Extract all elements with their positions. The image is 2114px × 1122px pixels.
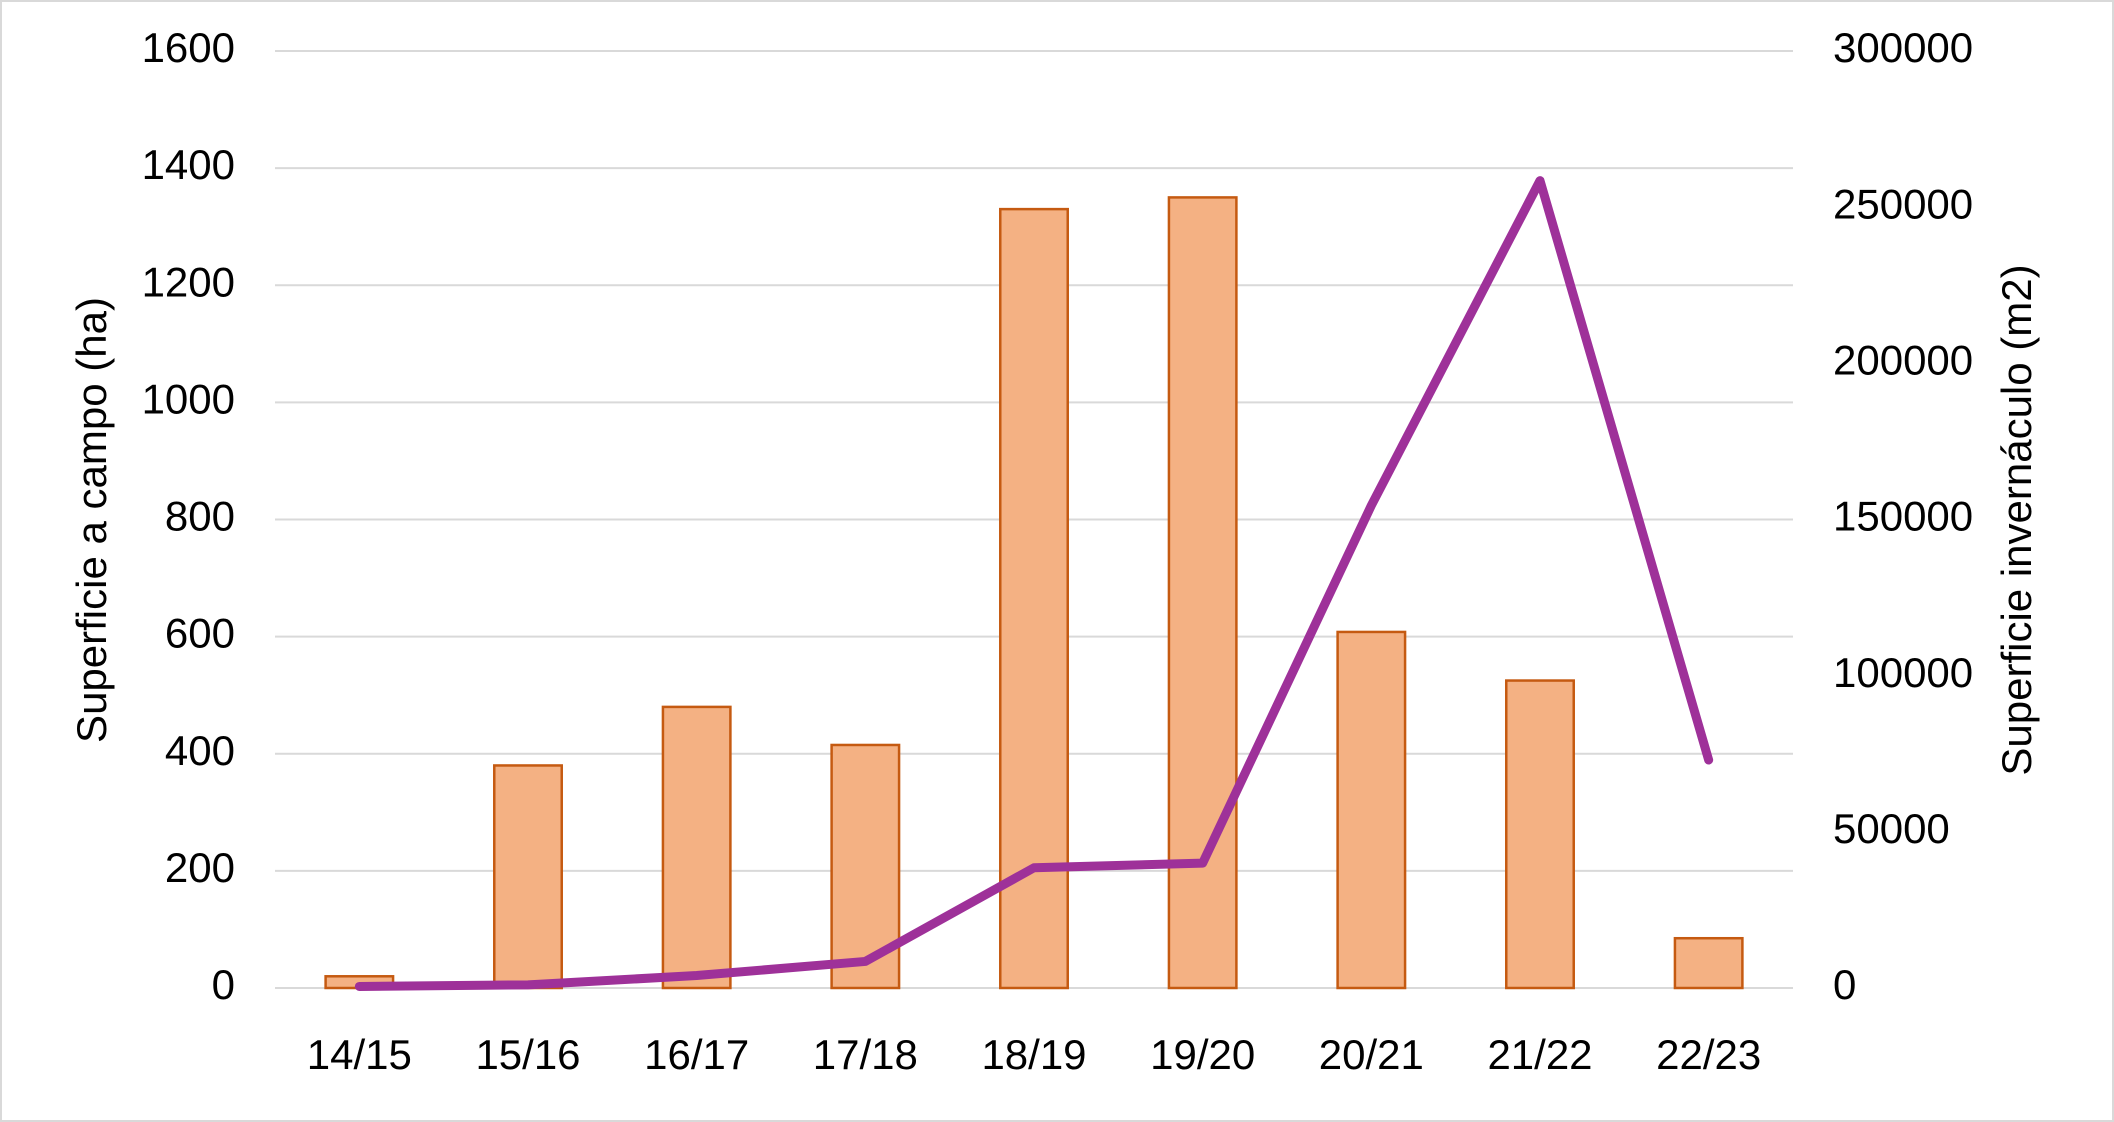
bar: [999, 207, 1069, 990]
y2-tick-label: 250000: [1833, 180, 1973, 227]
x-tick-label: 16/17: [644, 1031, 749, 1078]
x-tick-label: 20/21: [1319, 1031, 1424, 1078]
x-tick-label: 19/20: [1150, 1031, 1255, 1078]
bar: [1167, 196, 1238, 990]
y2-axis-title: Superficie invernáculo (m2): [1993, 264, 2040, 775]
bar: [1336, 630, 1407, 990]
y-tick-label: 1000: [142, 375, 235, 422]
x-tick-label: 18/19: [981, 1031, 1086, 1078]
y-tick-label: 1400: [142, 141, 235, 188]
y2-tick-label: 200000: [1833, 336, 1973, 383]
y-tick-label: 1600: [142, 24, 235, 71]
y-axis-title: Superficie a campo (ha): [68, 297, 115, 743]
bar: [1673, 936, 1744, 990]
y2-tick-label: 50000: [1833, 805, 1950, 852]
bar: [493, 764, 563, 990]
y2-tick-label: 0: [1833, 961, 1856, 1008]
bar: [1505, 679, 1575, 990]
x-tick-label: 22/23: [1656, 1031, 1761, 1078]
y-tick-label: 800: [165, 493, 235, 540]
x-tick-label: 21/22: [1487, 1031, 1592, 1078]
bar: [661, 705, 732, 990]
y2-tick-label: 300000: [1833, 24, 1973, 71]
y-tick-label: 400: [165, 727, 235, 774]
y-tick-label: 600: [165, 610, 235, 657]
y-tick-label: 200: [165, 844, 235, 891]
x-tick-label: 14/15: [307, 1031, 412, 1078]
line: [354, 176, 1714, 991]
y-tick-label: 1200: [142, 258, 235, 305]
y2-tick-label: 100000: [1833, 649, 1973, 696]
x-tick-label: 17/18: [813, 1031, 918, 1078]
y-tick-label: 0: [212, 961, 235, 1008]
x-tick-label: 15/16: [475, 1031, 580, 1078]
y2-tick-label: 150000: [1833, 493, 1973, 540]
